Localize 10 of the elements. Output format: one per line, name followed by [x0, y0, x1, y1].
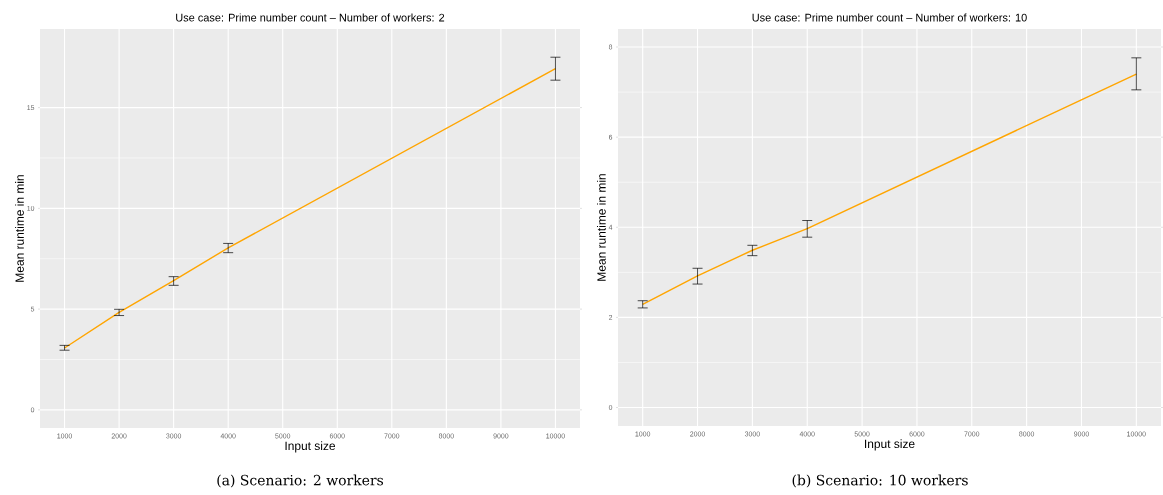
chart-title: Use case: Prime number count – Number of workers: 10	[752, 13, 1027, 22]
chart-title: Use case: Prime number count – Number of workers: 2	[176, 13, 445, 22]
y-axis-title: Mean runtime in min	[15, 175, 24, 282]
line-series	[63, 68, 557, 349]
x-axis-title: Input size	[865, 439, 915, 451]
y-axis-title: Mean runtime in min	[597, 174, 606, 281]
text: (b) Scenario: 10 workers	[792, 474, 968, 488]
text: (a) Scenario: 2 workers	[217, 474, 384, 488]
x-axis-title: Input size	[285, 441, 336, 453]
line-series	[641, 73, 1138, 306]
